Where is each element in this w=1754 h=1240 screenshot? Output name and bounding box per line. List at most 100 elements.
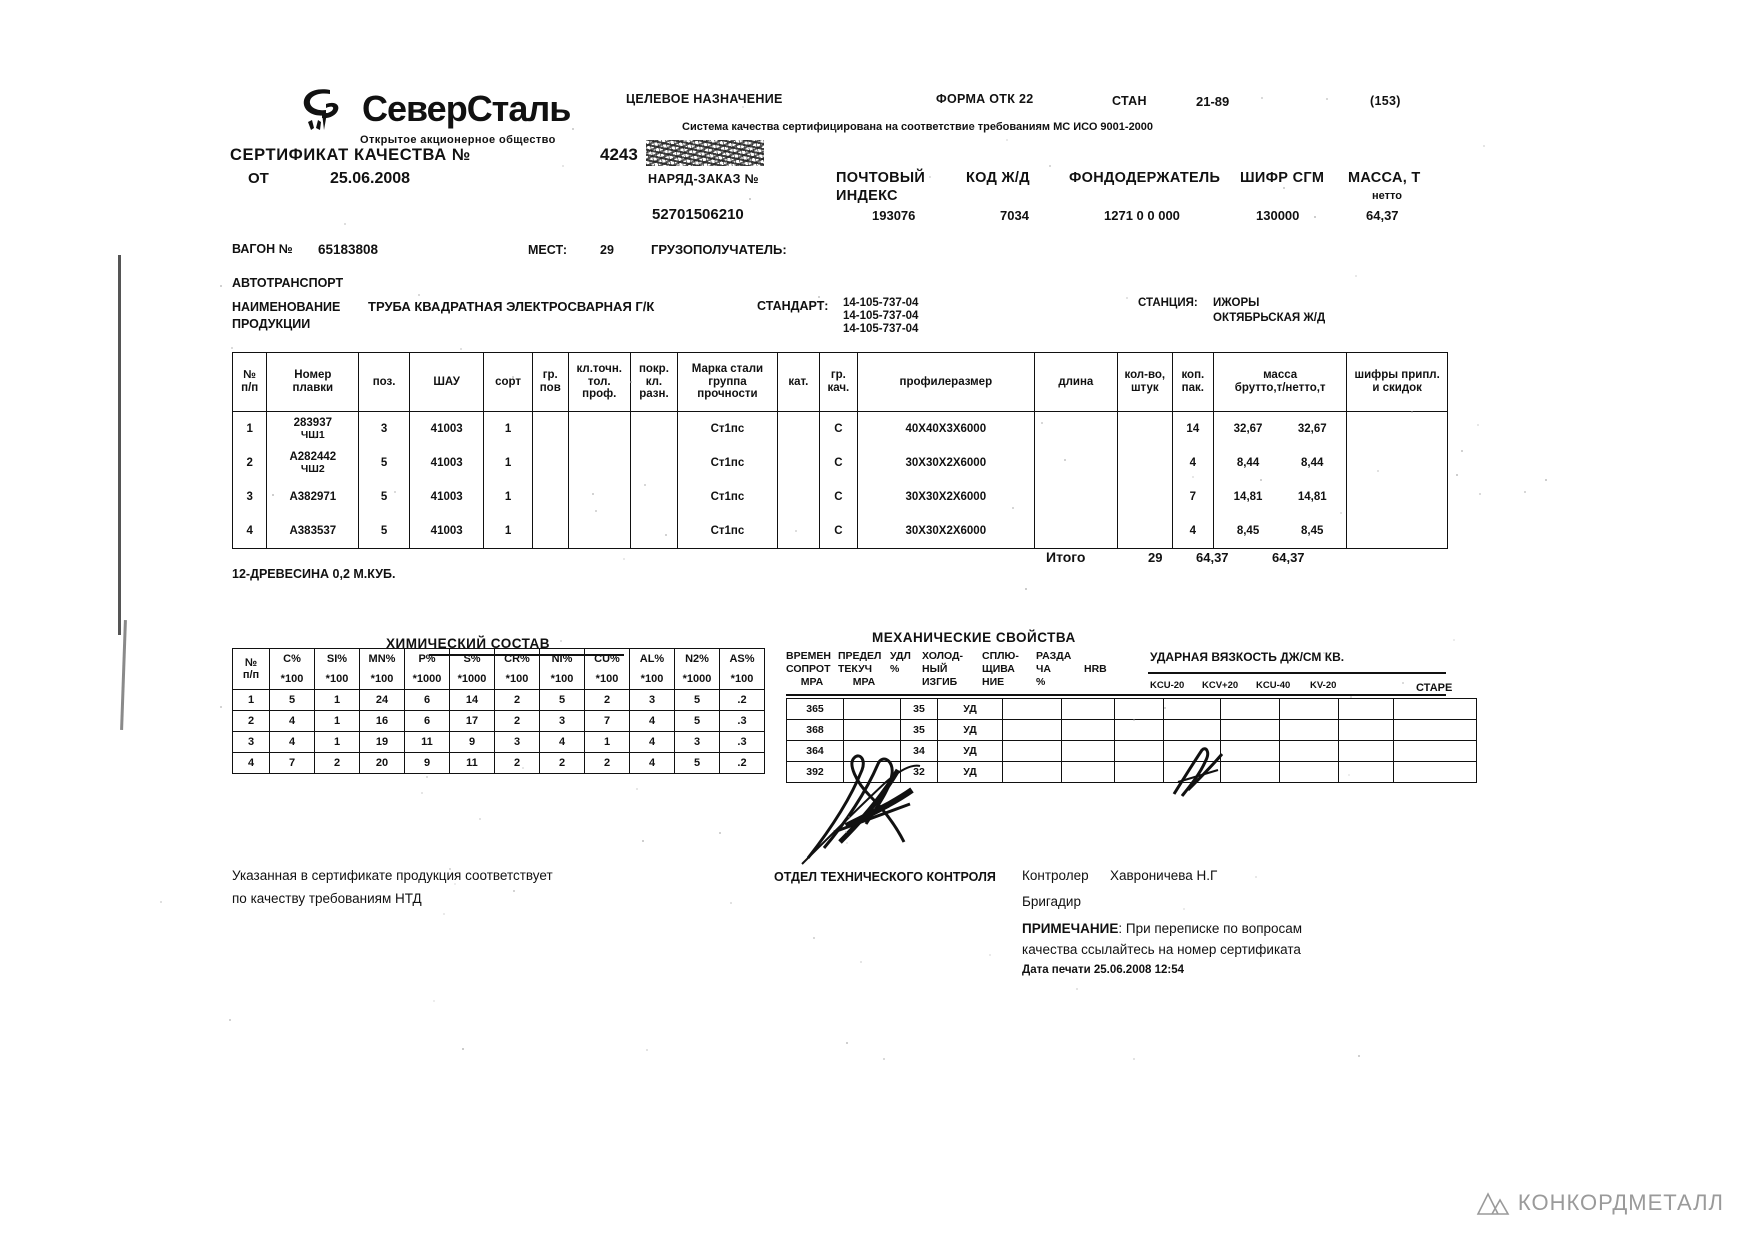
scan-speck xyxy=(1402,682,1404,684)
col-steel-grade: Марка стали группа прочности xyxy=(678,353,778,412)
scan-speck xyxy=(1314,216,1316,218)
scan-speck xyxy=(1377,470,1379,472)
scan-speck xyxy=(1041,422,1043,424)
scan-speck xyxy=(929,176,931,178)
scan-speck xyxy=(860,961,862,963)
cell-gr-pov xyxy=(532,412,568,447)
cell-pokr xyxy=(630,480,678,514)
scan-speck xyxy=(314,437,316,439)
controller-label: Контролер xyxy=(1022,868,1089,883)
cell-length xyxy=(1034,514,1117,549)
scan-speck xyxy=(1006,139,1008,141)
chem-cell-value: 1 xyxy=(315,711,360,732)
mech-col-expansion: РАЗДА ЧА % xyxy=(1036,650,1084,689)
chem-cell-value: 2 xyxy=(585,753,630,774)
cell-mass: 14,81 14,81 xyxy=(1213,480,1346,514)
cell-sort: 1 xyxy=(484,514,532,549)
scan-speck xyxy=(160,901,162,903)
chem-cell-value: 5 xyxy=(675,711,720,732)
scan-speck xyxy=(1025,588,1027,590)
col-surcharge-codes: шифры припл. и скидок xyxy=(1347,353,1448,412)
mech-cell-elongation: 35 xyxy=(901,699,938,720)
cell-kat xyxy=(777,480,819,514)
mech-cell-flattening xyxy=(1003,762,1062,783)
scan-speck xyxy=(795,530,797,532)
scan-speck xyxy=(364,179,366,181)
scan-speck xyxy=(848,816,850,818)
chem-cell-no: 3 xyxy=(233,732,270,753)
mech-row: 365 35 УД xyxy=(787,699,1477,720)
scan-speck xyxy=(845,831,847,833)
cell-no: 3 xyxy=(233,480,267,514)
chem-cell-value: 5 xyxy=(675,753,720,774)
cell-profile: 30X30X2X6000 xyxy=(857,446,1034,480)
scan-speck xyxy=(1076,988,1078,990)
chem-cell-value: 6 xyxy=(405,690,450,711)
mech-line-impact xyxy=(1148,672,1446,674)
cell-gr-kach: С xyxy=(819,514,857,549)
scan-speck xyxy=(231,347,233,349)
chem-cell-value: 2 xyxy=(585,690,630,711)
chem-cell-value: 7 xyxy=(585,711,630,732)
chem-col-no: № п/п xyxy=(233,649,270,690)
scan-speck xyxy=(522,767,524,769)
mech-col-elongation: УДЛ % xyxy=(890,650,922,689)
chem-cell-value: 4 xyxy=(630,732,675,753)
mech-cell-cold-bend: УД xyxy=(938,699,1003,720)
total-label: Итого xyxy=(1046,549,1085,565)
cell-codes xyxy=(1347,412,1448,447)
scan-speck xyxy=(1477,424,1479,426)
postal-label-line1: ПОЧТОВЫЙ xyxy=(836,170,925,186)
cell-kl-toch xyxy=(568,480,630,514)
table-row: 3 А382971 5 41003 1 Ст1пс С 30X30X2X6000 7 14,81 1… xyxy=(233,480,1448,514)
col-category: кат. xyxy=(777,353,819,412)
chem-cell-value: 11 xyxy=(450,753,495,774)
col-surface-group: гр. пов xyxy=(532,353,568,412)
scan-speck xyxy=(449,868,451,870)
chem-col-p: P% xyxy=(405,649,450,670)
cell-kat xyxy=(777,412,819,447)
cell-gr-kach: С xyxy=(819,412,857,447)
scan-speck xyxy=(1133,719,1135,721)
controller-name: Хавроничева Н.Г xyxy=(1110,868,1217,883)
scan-speck xyxy=(1348,774,1350,776)
chem-mult-p: *1000 xyxy=(405,669,450,690)
mech-cell-kv20 xyxy=(1339,741,1394,762)
mill-value: 21-89 xyxy=(1196,94,1229,109)
chem-cell-value: 1 xyxy=(585,732,630,753)
chem-cell-value: 9 xyxy=(450,732,495,753)
scan-speck xyxy=(1192,476,1194,478)
order-number: 4243 xyxy=(600,145,638,165)
chem-mult-s: *1000 xyxy=(450,669,495,690)
standard-value-3: 14-105-737-04 xyxy=(843,323,918,335)
scan-speck xyxy=(1479,493,1481,495)
scan-speck xyxy=(1461,450,1463,452)
scan-speck xyxy=(394,491,396,493)
places-label: МЕСТ: xyxy=(528,243,567,257)
cell-no: 1 xyxy=(233,412,267,447)
scan-speck xyxy=(462,1048,464,1050)
chem-mult-cr: *100 xyxy=(495,669,540,690)
scan-speck xyxy=(460,348,462,350)
chem-cell-value: 3 xyxy=(630,690,675,711)
table-header-row: № п/п Номер плавки поз. ШАУ сорт гр. xyxy=(233,353,1448,412)
station-label: СТАНЦИЯ: xyxy=(1138,297,1198,309)
mech-cell-expansion xyxy=(1062,762,1115,783)
chem-cell-value: 5 xyxy=(540,690,585,711)
print-date: Дата печати 25.06.2008 12:54 xyxy=(1022,964,1184,976)
chem-cell-value: 2 xyxy=(495,690,540,711)
mech-cell-tensile: 365 xyxy=(787,699,844,720)
cell-gr-kach: С xyxy=(819,480,857,514)
cell-qty xyxy=(1117,412,1172,447)
mech-cell-aging xyxy=(1394,699,1477,720)
iso-certification-line: Система качества сертифицирована на соот… xyxy=(682,121,1153,133)
cell-kat xyxy=(777,514,819,549)
chem-cell-value: 2 xyxy=(540,753,585,774)
col-heat-number: Номер плавки xyxy=(267,353,359,412)
scan-speck xyxy=(834,128,836,130)
chem-col-cr: CR% xyxy=(495,649,540,670)
scan-speck xyxy=(454,883,456,885)
scan-speck xyxy=(1323,652,1325,654)
rail-code-label: КОД Ж/Д xyxy=(966,170,1030,186)
scan-speck xyxy=(513,890,515,892)
